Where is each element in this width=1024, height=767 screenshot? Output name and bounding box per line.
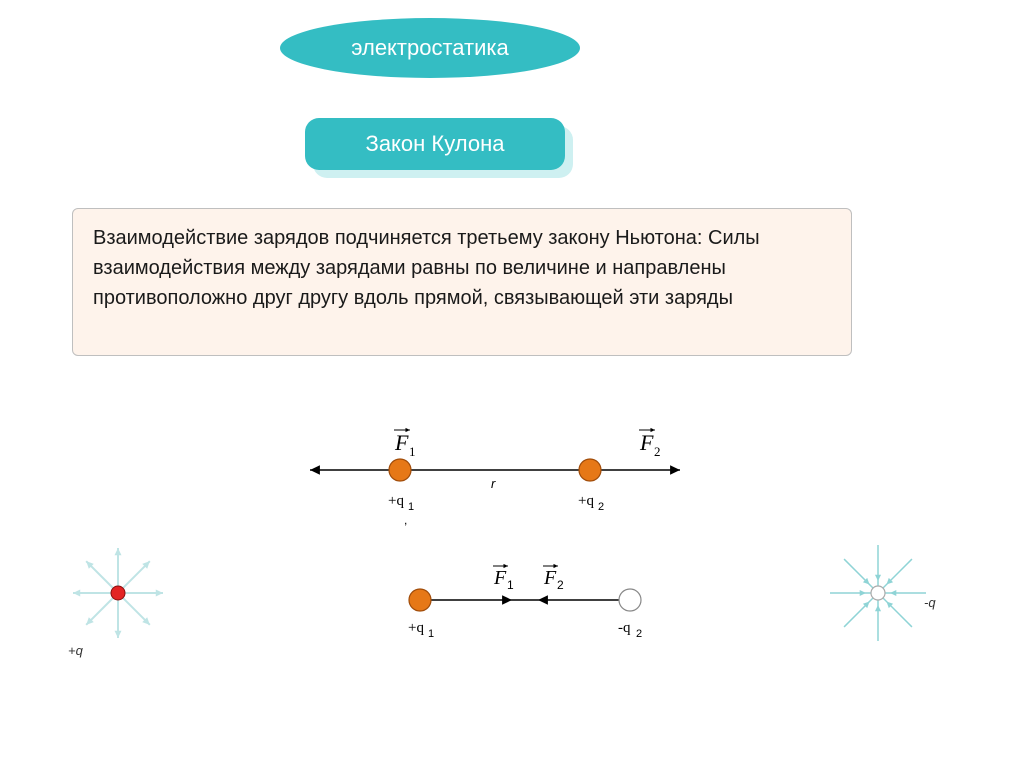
svg-text:r: r [491,476,496,491]
svg-text:+q: +q [388,493,404,509]
svg-text:F: F [493,567,507,589]
negative-field-label: -q [924,595,936,610]
description-box: Взаимодействие зарядов подчиняется треть… [72,208,852,356]
positive-field-diagram [60,535,176,651]
svg-text:F: F [394,430,409,455]
description-text: Взаимодействие зарядов подчиняется треть… [93,227,760,309]
svg-text:,: , [404,513,407,527]
subtitle-box: Закон Кулона [305,118,565,170]
title-ellipse: электростатика [280,18,580,78]
svg-text:2: 2 [557,578,564,592]
svg-text:+q: +q [578,493,594,509]
svg-text:F: F [639,430,654,455]
svg-text:2: 2 [654,444,661,459]
svg-text:1: 1 [408,501,414,513]
svg-text:1: 1 [428,628,434,640]
title-text: электростатика [351,35,509,61]
svg-text:2: 2 [598,501,604,513]
svg-text:1: 1 [507,578,514,592]
svg-text:-q: -q [618,620,631,636]
negative-field-diagram [820,535,936,651]
svg-text:1: 1 [409,444,416,459]
repulsion-diagram: F1F2r+q1+q2, [260,420,730,540]
attraction-diagram: F1F2+q1-q2 [360,550,690,660]
svg-text:2: 2 [636,628,642,640]
subtitle-text: Закон Кулона [366,131,505,157]
svg-text:F: F [543,567,557,589]
svg-text:+q: +q [408,620,424,636]
positive-field-label: +q [68,643,83,658]
